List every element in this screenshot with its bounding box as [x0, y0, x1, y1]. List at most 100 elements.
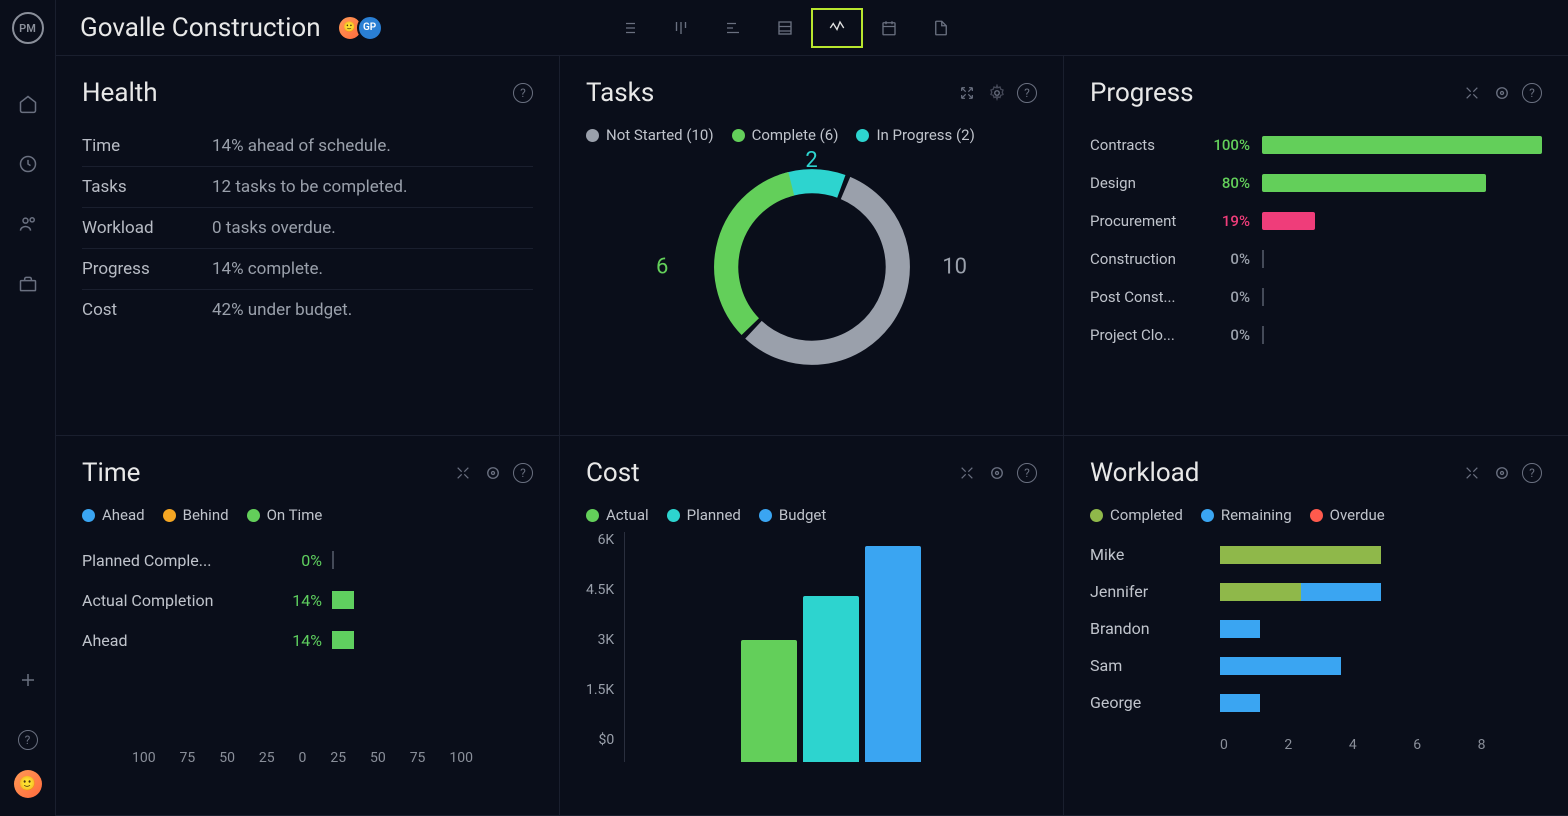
gear-icon[interactable] [1492, 463, 1512, 483]
logo[interactable]: PM [12, 12, 44, 44]
gear-icon[interactable] [987, 83, 1007, 103]
axis-label: 3K [598, 632, 615, 648]
topbar: Govalle Construction 🙂 GP [56, 0, 1568, 56]
workload-bar-segment [1220, 583, 1301, 601]
axis-label: 100 [132, 750, 156, 766]
gear-icon[interactable] [1492, 83, 1512, 103]
progress-tick [1262, 250, 1264, 268]
workload-name: Brandon [1090, 619, 1220, 638]
expand-icon[interactable] [957, 463, 977, 483]
axis-label: 50 [370, 750, 386, 766]
tasks-donut-chart: 2 10 6 [586, 152, 1037, 382]
view-gantt-icon[interactable] [707, 8, 759, 48]
add-icon[interactable] [16, 668, 40, 692]
workload-name: Sam [1090, 656, 1220, 675]
avatar-group[interactable]: 🙂 GP [337, 15, 383, 41]
legend-label: Ahead [102, 506, 145, 524]
health-row: Progress14% complete. [82, 249, 533, 290]
help-icon[interactable]: ? [1017, 83, 1037, 103]
progress-bar [1262, 212, 1315, 230]
progress-pct: 0% [1200, 250, 1250, 268]
progress-pct: 0% [1200, 326, 1250, 344]
dashboard-grid: Health ? Time14% ahead of schedule.Tasks… [56, 56, 1568, 816]
expand-icon[interactable] [453, 463, 473, 483]
panel-title: Progress [1090, 78, 1462, 108]
workload-bar-segment [1220, 694, 1260, 712]
progress-name: Project Clo... [1090, 326, 1200, 344]
avatar-badge[interactable]: GP [357, 15, 383, 41]
donut-label-complete: 6 [656, 255, 668, 280]
axis-label: 25 [330, 750, 346, 766]
help-icon[interactable]: ? [16, 728, 40, 752]
workload-name: George [1090, 693, 1220, 712]
health-value: 42% under budget. [212, 300, 352, 320]
legend-label: Complete (6) [752, 126, 839, 144]
progress-bar [1262, 174, 1486, 192]
time-tick [332, 551, 334, 569]
help-icon[interactable]: ? [1017, 463, 1037, 483]
panel-health: Health ? Time14% ahead of schedule.Tasks… [56, 56, 560, 436]
panel-tasks: Tasks ? Not Started (10)Complete (6)In P… [560, 56, 1064, 436]
time-bar [332, 591, 354, 609]
view-file-icon[interactable] [915, 8, 967, 48]
progress-row: Construction0% [1090, 240, 1542, 278]
health-value: 14% complete. [212, 259, 323, 279]
legend-dot [856, 129, 869, 142]
expand-icon[interactable] [1462, 83, 1482, 103]
time-name: Planned Comple... [82, 551, 262, 570]
view-board-icon[interactable] [655, 8, 707, 48]
axis-label: 4.5K [586, 582, 614, 598]
time-pct: 14% [262, 591, 322, 610]
user-avatar[interactable]: 🙂 [14, 770, 42, 798]
legend-dot [586, 509, 599, 522]
legend-label: Behind [183, 506, 229, 524]
clock-icon[interactable] [16, 152, 40, 176]
legend-item: Behind [163, 506, 229, 524]
workload-row: Jennifer [1090, 573, 1542, 610]
view-calendar-icon[interactable] [863, 8, 915, 48]
workload-row: Brandon [1090, 610, 1542, 647]
axis-label: 8 [1478, 737, 1542, 753]
axis-label: 6K [598, 532, 615, 548]
view-dashboard-icon[interactable] [811, 8, 863, 48]
main: Govalle Construction 🙂 GP Health ? Time1… [56, 0, 1568, 816]
legend-item: Overdue [1310, 506, 1385, 524]
cost-bar [803, 596, 859, 762]
expand-icon[interactable] [957, 83, 977, 103]
users-icon[interactable] [16, 212, 40, 236]
progress-pct: 80% [1200, 174, 1250, 192]
legend-label: Completed [1110, 506, 1183, 524]
axis-label: 75 [180, 750, 196, 766]
legend-label: In Progress (2) [876, 126, 974, 144]
briefcase-icon[interactable] [16, 272, 40, 296]
gear-icon[interactable] [987, 463, 1007, 483]
help-icon[interactable]: ? [513, 463, 533, 483]
health-label: Tasks [82, 177, 212, 197]
help-icon[interactable]: ? [1522, 463, 1542, 483]
axis-label: 100 [449, 750, 473, 766]
time-name: Actual Completion [82, 591, 262, 610]
legend-dot [163, 509, 176, 522]
panel-title: Workload [1090, 458, 1462, 488]
health-label: Progress [82, 259, 212, 279]
legend-label: Budget [779, 506, 826, 524]
workload-row: George [1090, 684, 1542, 721]
legend-dot [586, 129, 599, 142]
axis-label: 75 [410, 750, 426, 766]
progress-pct: 100% [1200, 136, 1250, 154]
donut-label-notstarted: 10 [942, 255, 967, 280]
legend-item: Complete (6) [732, 126, 839, 144]
view-list-icon[interactable] [603, 8, 655, 48]
axis-label: 1.5K [586, 682, 614, 698]
time-bar [332, 631, 354, 649]
legend-label: Remaining [1221, 506, 1292, 524]
home-icon[interactable] [16, 92, 40, 116]
panel-workload: Workload ? Completed Remaining Overdue Mik… [1064, 436, 1568, 816]
expand-icon[interactable] [1462, 463, 1482, 483]
help-icon[interactable]: ? [1522, 83, 1542, 103]
view-table-icon[interactable] [759, 8, 811, 48]
workload-name: Mike [1090, 545, 1220, 564]
cost-bar [741, 640, 797, 762]
help-icon[interactable]: ? [513, 83, 533, 103]
gear-icon[interactable] [483, 463, 503, 483]
